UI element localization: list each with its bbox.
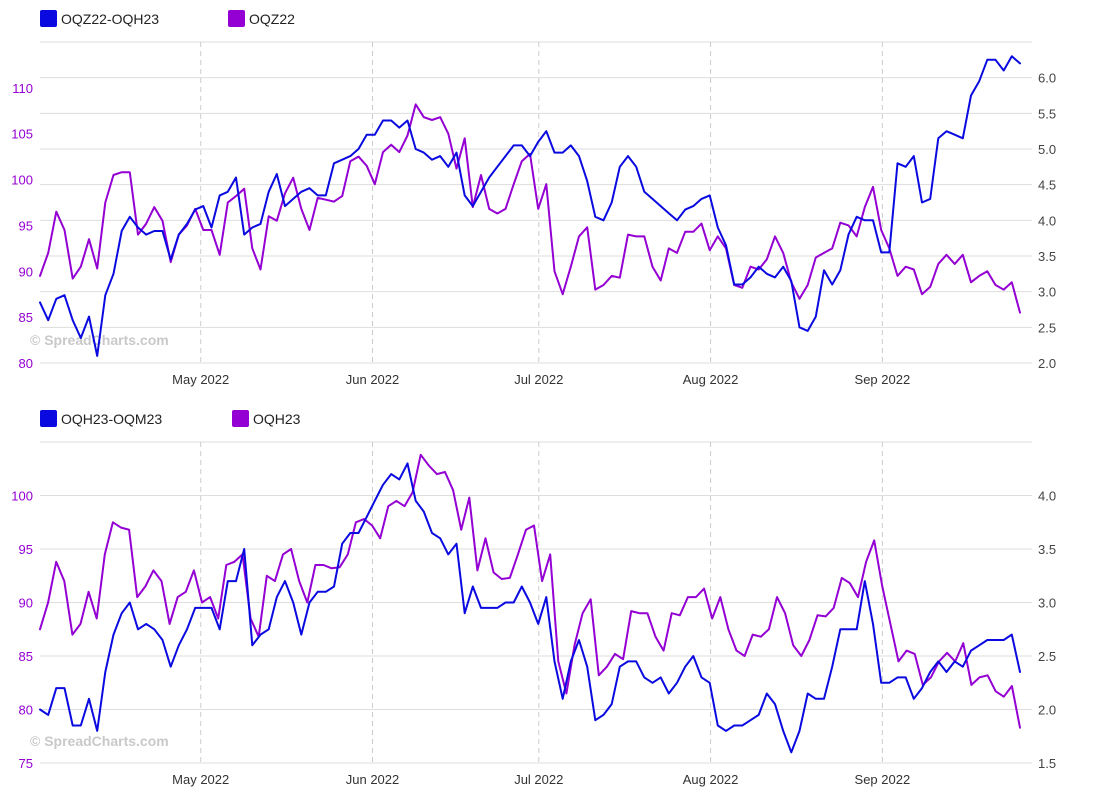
- right-axis-tick-label: 2.0: [1038, 703, 1056, 718]
- right-axis-tick-label: 1.5: [1038, 756, 1056, 771]
- left-axis-tick-label: 80: [19, 703, 33, 718]
- x-tick-label: May 2022: [172, 772, 229, 787]
- left-axis-tick-label: 80: [19, 356, 33, 371]
- right-axis-tick-label: 3.0: [1038, 596, 1056, 611]
- series-line-oqh23-oqm23: [39, 462, 1021, 754]
- right-axis-tick-label: 3.5: [1038, 249, 1056, 264]
- right-axis-tick-label: 2.5: [1038, 649, 1056, 664]
- right-axis-tick-label: 4.0: [1038, 213, 1056, 228]
- x-tick-label: Jul 2022: [514, 372, 563, 387]
- right-axis-tick-label: 5.0: [1038, 142, 1056, 157]
- left-axis-tick-label: 95: [19, 542, 33, 557]
- series-line-oqz22-oqh23: [39, 55, 1021, 357]
- x-tick-label: Jun 2022: [346, 372, 400, 387]
- legend-swatch[interactable]: [228, 10, 245, 27]
- left-axis-tick-label: 85: [19, 310, 33, 325]
- right-axis-tick-label: 3.0: [1038, 285, 1056, 300]
- left-axis-tick-label: 90: [19, 264, 33, 279]
- right-axis-tick-label: 6.0: [1038, 71, 1056, 86]
- left-axis-tick-label: 100: [11, 489, 33, 504]
- legend-swatch[interactable]: [232, 410, 249, 427]
- left-axis-tick-label: 95: [19, 218, 33, 233]
- right-axis-tick-label: 2.5: [1038, 320, 1056, 335]
- legend-swatch[interactable]: [40, 10, 57, 27]
- left-axis-tick-label: 110: [12, 81, 33, 96]
- legend-label: OQH23-OQM23: [61, 411, 162, 427]
- x-tick-label: Sep 2022: [855, 372, 911, 387]
- watermark: © SpreadCharts.com: [30, 733, 169, 749]
- legend-swatch[interactable]: [40, 410, 57, 427]
- left-axis-tick-label: 100: [11, 173, 33, 188]
- left-axis-tick-label: 85: [19, 649, 33, 664]
- right-axis-tick-label: 4.5: [1038, 178, 1056, 193]
- left-axis-tick-label: 75: [19, 756, 33, 771]
- x-tick-label: Jul 2022: [514, 772, 563, 787]
- legend-label: OQZ22: [249, 11, 295, 27]
- right-axis-tick-label: 4.0: [1038, 489, 1056, 504]
- series-line-oqh23: [39, 453, 1021, 729]
- right-axis-tick-label: 5.5: [1038, 106, 1056, 121]
- x-tick-label: Aug 2022: [683, 772, 739, 787]
- left-axis-tick-label: 90: [19, 596, 33, 611]
- x-tick-label: Aug 2022: [683, 372, 739, 387]
- x-tick-label: Sep 2022: [855, 772, 911, 787]
- left-axis-tick-label: 105: [11, 127, 33, 142]
- legend-label: OQZ22-OQH23: [61, 11, 159, 27]
- x-tick-label: Jun 2022: [346, 772, 400, 787]
- series-line-oqz22: [39, 103, 1021, 314]
- right-axis-tick-label: 2.0: [1038, 356, 1056, 371]
- legend-label: OQH23: [253, 411, 301, 427]
- x-tick-label: May 2022: [172, 372, 229, 387]
- right-axis-tick-label: 3.5: [1038, 542, 1056, 557]
